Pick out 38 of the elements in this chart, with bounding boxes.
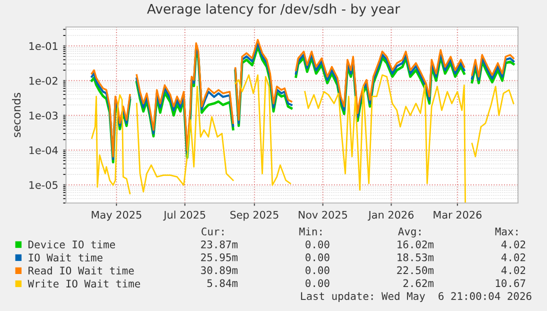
x-tick-label: Nov 2025 xyxy=(298,210,348,219)
text: 25.95m xyxy=(201,253,238,262)
y-tick-label: 1e-05 xyxy=(29,181,58,189)
legend-label: IO Wait time xyxy=(28,253,102,262)
y-tick-label: 1e-02 xyxy=(29,76,58,85)
text: 23.87m xyxy=(201,240,238,248)
legend-label: Read IO Wait time xyxy=(28,266,134,275)
text: 0.00 xyxy=(306,266,330,274)
text: 2.62m xyxy=(403,279,434,288)
text: 18.53m xyxy=(398,253,434,262)
legend-label: Device IO time xyxy=(28,240,115,248)
chart-title: Average latency for /dev/sdh - by year xyxy=(147,4,400,16)
text: 10.67 xyxy=(496,279,526,288)
text: 5.84m xyxy=(207,279,238,288)
x-tick-label: Jan 2026 xyxy=(368,210,414,221)
x-tick-label: May 2025 xyxy=(92,210,142,221)
text: 22.50m xyxy=(397,266,434,274)
x-tick-label: Jul 2025 xyxy=(163,210,206,221)
text: Cur: xyxy=(202,228,224,236)
y-tick-label: 1e-04 xyxy=(29,146,58,154)
y-axis-title: seconds xyxy=(12,92,21,138)
x-tick-label: Sep 2025 xyxy=(230,210,278,221)
x-tick-label: Mar 2026 xyxy=(434,210,482,219)
text: Avg: xyxy=(398,228,420,238)
text: Last update: Wed May 6 21:00:04 2026 xyxy=(301,292,532,302)
legend-label: Write IO Wait time xyxy=(28,280,140,288)
text: 16.02m xyxy=(398,240,434,248)
y-tick-label: 1e-01 xyxy=(29,42,58,50)
text: 0.00 xyxy=(306,240,330,248)
text: 4.02 xyxy=(501,266,526,274)
text: 4.02 xyxy=(501,240,526,248)
text: 30.89m xyxy=(201,266,238,274)
text: Max: xyxy=(495,228,518,236)
y-tick-label: 1e-03 xyxy=(29,112,58,120)
text: Min: xyxy=(299,227,322,236)
text: 4.02 xyxy=(501,253,526,262)
text: 0.00 xyxy=(306,253,330,262)
text: 0.00 xyxy=(306,279,330,288)
